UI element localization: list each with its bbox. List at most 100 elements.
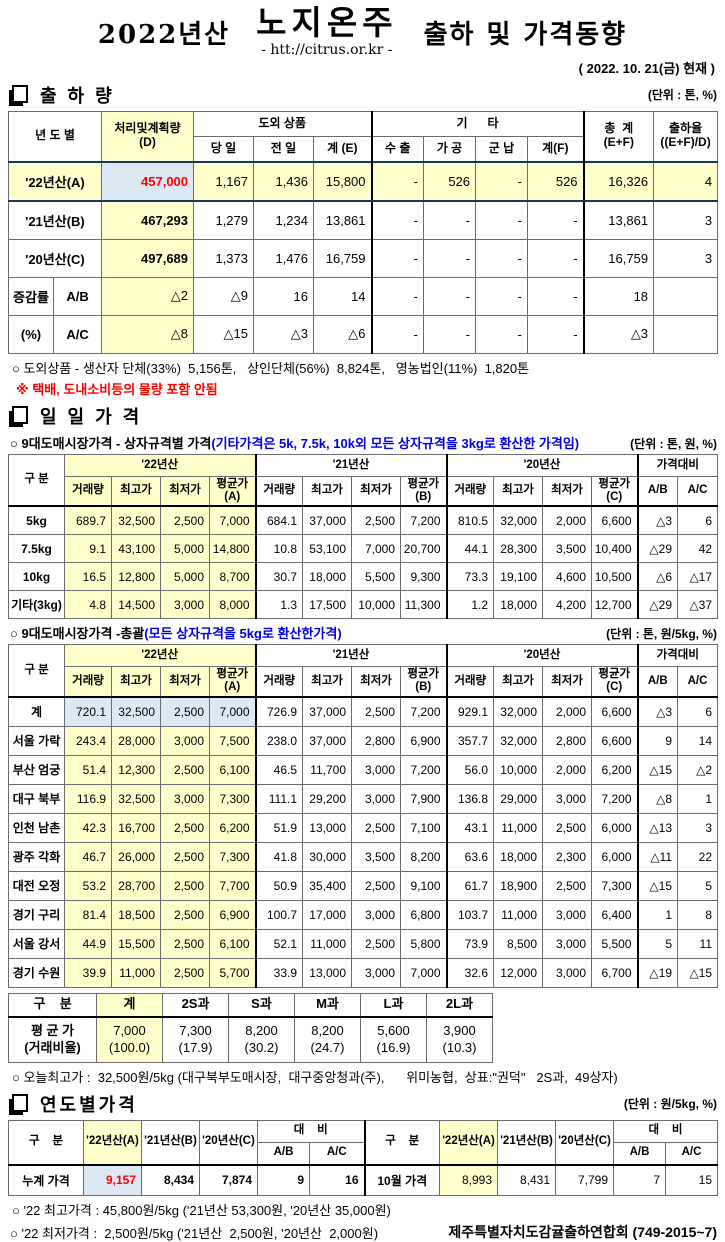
- cell: 서울 가락: [8, 725, 65, 756]
- cell: A/C: [665, 1141, 719, 1166]
- cell: '22년산: [64, 644, 256, 668]
- cell: 대 비: [613, 1119, 719, 1143]
- cell: 5,000: [160, 562, 210, 592]
- cell: 6,700: [591, 957, 638, 988]
- cell: 3,000: [351, 783, 401, 814]
- cell: 3,000: [160, 783, 210, 814]
- cell: 3: [653, 200, 719, 240]
- cell: 계: [96, 992, 163, 1018]
- cell: 군 납: [475, 135, 529, 163]
- cell: 2,500: [160, 928, 210, 959]
- cell: 2,500: [160, 695, 210, 727]
- cell: 전 일: [253, 135, 315, 163]
- cell: 6,400: [591, 899, 638, 930]
- cell: 3,500: [351, 841, 401, 872]
- cell: △19: [636, 957, 678, 988]
- cell: 16.5: [64, 562, 112, 592]
- cell: 3: [676, 812, 719, 843]
- cell: 53,100: [302, 534, 352, 564]
- cell: 12,300: [111, 754, 161, 785]
- cell: 평균가(C): [591, 666, 638, 698]
- cell: 9: [257, 1163, 310, 1196]
- daily-overall-label: ○ 9대도매시장가격 -총괄: [10, 626, 145, 642]
- cell: 2,000: [542, 754, 592, 785]
- cell: 도외 상품: [193, 110, 373, 137]
- cell: △6: [636, 562, 678, 592]
- cell: 116.9: [64, 783, 112, 814]
- cell: 대구 북부: [8, 783, 65, 814]
- cell: 1.2: [445, 590, 494, 620]
- cell: 37,000: [302, 725, 352, 756]
- cell: 6,600: [591, 725, 638, 756]
- cell: △15: [636, 754, 678, 785]
- section-shipment-title: 출 하 량: [40, 85, 115, 106]
- cell: '21년산: [254, 644, 447, 668]
- cell: (%): [8, 314, 54, 354]
- cell: 28,000: [111, 725, 161, 756]
- cell: 720.1: [64, 695, 112, 727]
- today-high-note: ○ 오늘최고가 : 32,500원/5kg (대구북부도매시장, 대구중앙청과(…: [12, 1069, 618, 1085]
- cell: 6: [676, 695, 719, 727]
- cell: 13,000: [302, 812, 352, 843]
- cell: -: [475, 314, 529, 354]
- cell: 2,500: [160, 870, 210, 901]
- cell: 8: [676, 899, 719, 930]
- cell: 1,373: [193, 238, 255, 278]
- cell: 73.3: [445, 562, 494, 592]
- cell: 가격대비: [636, 453, 719, 477]
- cell: 16,700: [111, 812, 161, 843]
- cell: '22년산(A): [7, 160, 103, 202]
- cell: △13: [636, 812, 678, 843]
- cell: 1.3: [254, 590, 303, 620]
- section-square-icon: [12, 1093, 28, 1112]
- title-year: 2022년산: [97, 20, 231, 50]
- cell: 서울 강서: [8, 928, 65, 959]
- cell: 거래량: [64, 666, 112, 698]
- cell: 8,200: [400, 841, 447, 872]
- cell: -: [370, 200, 425, 240]
- cell: △11: [636, 841, 678, 872]
- cell: △8: [636, 783, 678, 814]
- cell: 37,000: [302, 505, 352, 536]
- cell: 32,000: [493, 695, 543, 727]
- cell: 1,436: [253, 160, 315, 202]
- cell: 46.5: [254, 754, 303, 785]
- cell: 7,000: [209, 695, 256, 727]
- cell: 9.1: [64, 534, 112, 564]
- cell: 15,500: [111, 928, 161, 959]
- cell: 최고가: [111, 475, 161, 508]
- cell: 11,000: [493, 899, 543, 930]
- cell: 18,000: [493, 590, 543, 620]
- cell: 16,326: [582, 160, 655, 202]
- unit-note-shipment: (단위 : 톤, %): [647, 88, 717, 103]
- cell: 14: [676, 725, 719, 756]
- cell: 2,500: [351, 812, 401, 843]
- cell: 12,000: [493, 957, 543, 988]
- cell: 6,100: [209, 754, 256, 785]
- cell: 8,000: [209, 590, 256, 620]
- cell: △3: [253, 314, 315, 354]
- cell: 6,600: [591, 695, 638, 727]
- cell: 9,300: [400, 562, 447, 592]
- cell: 8,431: [497, 1163, 557, 1196]
- cell: '20년산(C): [7, 238, 103, 278]
- cell: 19,100: [493, 562, 543, 592]
- cell: 100.7: [254, 899, 303, 930]
- title-url: - htt://citrus.or.kr -: [261, 41, 393, 58]
- report-title: 2022년산 노지온주 - htt://citrus.or.kr - 출하 및 …: [8, 5, 717, 58]
- cell: [653, 314, 719, 354]
- cell: 2L과: [426, 992, 493, 1018]
- cell: 11,000: [302, 928, 352, 959]
- cell: △37: [676, 590, 719, 620]
- cell: 689.7: [64, 505, 112, 536]
- cell: 구 분: [8, 1119, 84, 1166]
- cell: 5,000: [160, 534, 210, 564]
- cell: 1: [636, 899, 678, 930]
- daily-price-overall-table: 구 분 '22년산 '21년산 '20년산 가격대비 거래량 최고가 최저가 평균가(A) 거래량…: [8, 644, 719, 988]
- cell: 3,900 (10.3): [426, 1015, 493, 1063]
- cell: 당 일: [193, 135, 255, 163]
- cell: 7,000: [209, 505, 256, 536]
- cell: 11,300: [400, 590, 447, 620]
- cell: -: [475, 238, 529, 278]
- cell: 계: [8, 695, 65, 727]
